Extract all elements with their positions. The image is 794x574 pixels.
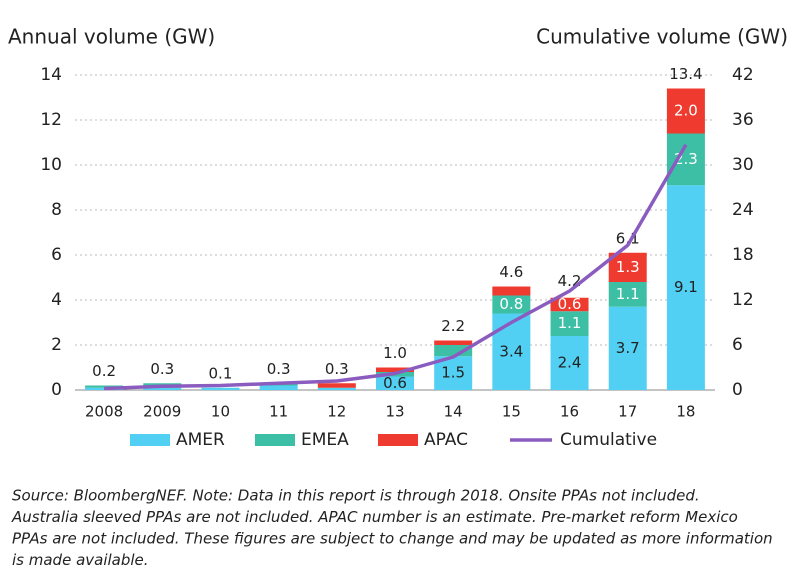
total-label: 1.0	[383, 344, 407, 362]
bar-segment	[492, 295, 531, 314]
bar-segment	[492, 313, 531, 390]
bar-segment	[85, 385, 124, 388]
bar-segment	[608, 306, 647, 390]
x-tick-label: 11	[269, 403, 288, 421]
segment-label: 1.5	[441, 364, 465, 382]
bar-segment	[666, 185, 705, 390]
note-line: Source: BloombergNEF. Note: Data in this…	[12, 487, 700, 505]
y2-tick-label: 18	[732, 245, 754, 265]
segment-label: 0.6	[383, 374, 407, 392]
bar-segment	[143, 387, 182, 390]
bar-segment	[550, 297, 589, 312]
y2-tick-label: 42	[732, 65, 754, 85]
left-axis-title: Annual volume (GW)	[8, 25, 215, 49]
total-label: 0.3	[150, 360, 174, 378]
legend-label: Cumulative	[560, 430, 657, 450]
total-label: 0.1	[209, 364, 233, 382]
legend-swatch	[378, 434, 418, 446]
x-tick-label: 18	[676, 403, 695, 421]
bar-segment	[434, 340, 473, 345]
y2-tick-label: 0	[732, 380, 743, 400]
segment-label: 3.7	[616, 339, 640, 357]
segment-label: 1.1	[616, 285, 640, 303]
segment-label: 0.8	[499, 295, 523, 313]
x-tick-label: 10	[211, 403, 230, 421]
x-tick-label: 14	[444, 403, 463, 421]
total-label: 2.2	[441, 317, 465, 335]
total-label: 0.3	[267, 360, 291, 378]
legend-label: APAC	[424, 430, 468, 450]
y-tick-label: 14	[40, 65, 62, 85]
y2-tick-label: 36	[732, 110, 754, 130]
x-tick-label: 13	[385, 403, 404, 421]
x-tick-label: 17	[618, 403, 637, 421]
legend-swatch	[130, 434, 170, 446]
bar-segment	[666, 88, 705, 134]
bar-segment	[201, 387, 240, 390]
x-tick-label: 2008	[85, 403, 123, 421]
y-tick-label: 2	[51, 335, 62, 355]
segment-label: 2.4	[558, 354, 582, 372]
total-label: 4.6	[499, 263, 523, 281]
bar-segment	[666, 133, 705, 186]
total-label: 0.2	[92, 362, 116, 380]
bar-segment	[317, 387, 356, 390]
bar-segment	[259, 385, 298, 390]
bar-segment	[376, 367, 414, 372]
segment-label: 1.1	[558, 314, 582, 332]
y2-tick-label: 6	[732, 335, 743, 355]
legend-label: AMER	[176, 430, 225, 450]
note-line: Australia sleeved PPAs are not included.…	[11, 508, 738, 526]
segment-label: 3.4	[499, 342, 523, 360]
segment-label: 0.6	[558, 295, 582, 313]
bar-segment	[376, 376, 414, 390]
bar-segment	[608, 252, 647, 282]
segment-label: 2.0	[674, 102, 698, 120]
bar-segment	[608, 282, 647, 307]
bar-segment	[492, 286, 531, 296]
y-tick-label: 10	[40, 155, 62, 175]
x-tick-label: 16	[560, 403, 579, 421]
y2-tick-label: 12	[732, 290, 754, 310]
y2-tick-label: 30	[732, 155, 754, 175]
bar-segment	[550, 311, 589, 336]
segment-label: 1.3	[616, 258, 640, 276]
right-axis-title: Cumulative volume (GW)	[536, 25, 788, 49]
cumulative-line	[104, 143, 688, 391]
y-tick-label: 0	[51, 380, 62, 400]
total-label: 13.4	[669, 65, 702, 83]
bar-segment	[317, 383, 356, 388]
bar-segment	[550, 336, 589, 390]
x-tick-label: 2009	[143, 403, 181, 421]
y-tick-label: 8	[51, 200, 62, 220]
y-tick-label: 4	[51, 290, 62, 310]
note-line: PPAs are not included. These figures are…	[12, 530, 773, 548]
legend-swatch	[255, 434, 295, 446]
y2-tick-label: 24	[732, 200, 754, 220]
legend-label: EMEA	[301, 430, 349, 450]
y-tick-label: 6	[51, 245, 62, 265]
note-line: is made available.	[12, 551, 149, 569]
x-tick-label: 12	[327, 403, 346, 421]
x-tick-label: 15	[502, 403, 521, 421]
y-tick-label: 12	[40, 110, 62, 130]
total-label: 4.2	[558, 272, 582, 290]
bar-segment	[85, 387, 124, 390]
total-label: 0.3	[325, 360, 349, 378]
segment-label: 9.1	[674, 278, 698, 296]
bar-segment	[434, 345, 473, 357]
